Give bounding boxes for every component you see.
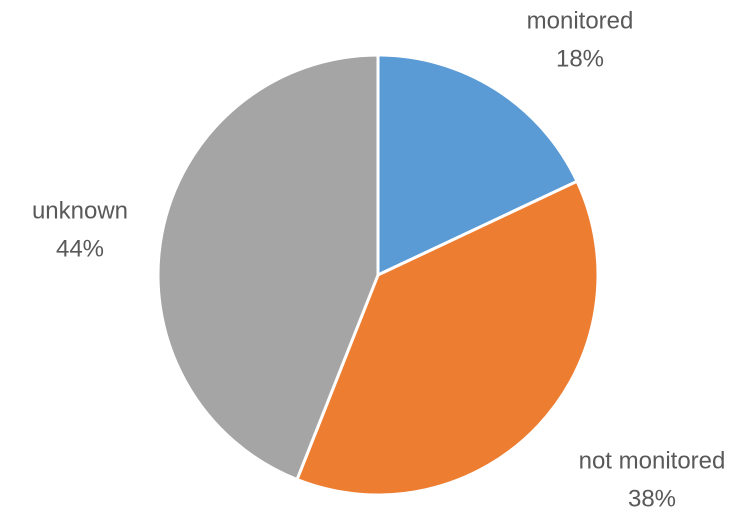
slice-label: unknown [32,197,128,224]
slice-label: monitored [527,7,634,34]
pie-slice [295,179,600,497]
slice-label: not monitored [579,447,726,474]
pie-slice [376,53,579,277]
slice-value-label: 38% [628,485,676,511]
pie-slice [156,53,380,482]
slice-value-label: 44% [56,235,104,262]
slice-value-label: 18% [556,45,604,72]
